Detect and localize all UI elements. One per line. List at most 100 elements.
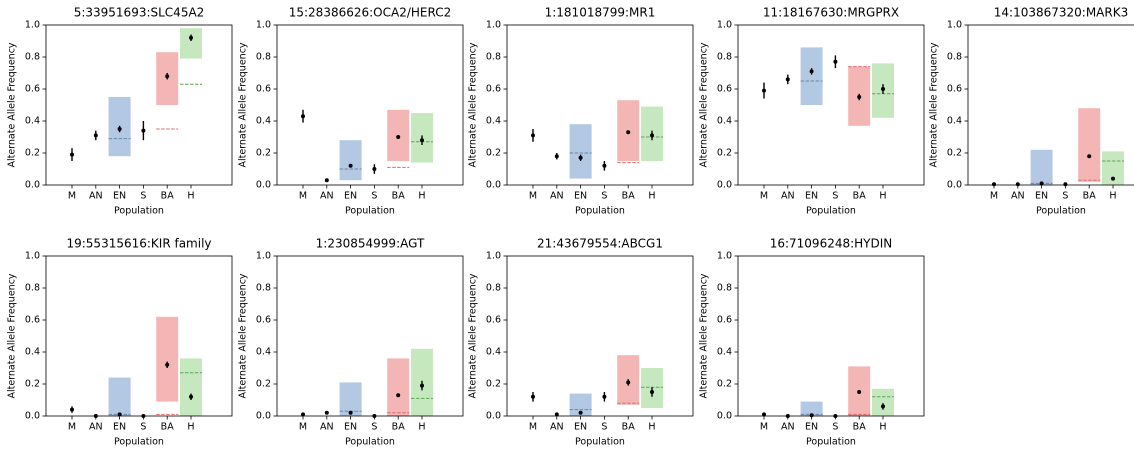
y-tick-label: 1.0 xyxy=(256,20,271,31)
point xyxy=(602,394,607,399)
point xyxy=(762,412,766,417)
point xyxy=(554,412,559,417)
y-tick-label: 0.6 xyxy=(947,84,962,95)
y-tick-label: 0.0 xyxy=(25,180,40,191)
y-tick-label: 1.0 xyxy=(486,251,501,262)
range-box xyxy=(1102,151,1124,185)
y-tick-label: 0.8 xyxy=(25,283,40,294)
y-tick-label: 0.4 xyxy=(25,116,40,127)
y-tick-label: 0.0 xyxy=(486,180,501,191)
point xyxy=(141,128,146,133)
y-tick-label: 0.0 xyxy=(25,411,40,422)
y-tick-label: 1.0 xyxy=(717,251,732,262)
y-tick-label: 0.0 xyxy=(256,180,271,191)
range-box xyxy=(339,140,362,181)
panel: 1:230854999:AGT 0.0 0.2 0.4 0.6 0.8 1.0 M AN EN S B… xyxy=(238,237,464,448)
point xyxy=(857,95,862,99)
point xyxy=(189,35,193,40)
x-axis-label: Population xyxy=(806,206,856,217)
point xyxy=(602,163,607,168)
x-tick-label: S xyxy=(832,191,838,202)
y-axis-label: Alternate Allele Frequency xyxy=(238,273,249,398)
point xyxy=(881,87,885,91)
plot-frame xyxy=(276,255,464,417)
y-tick-label: 1.0 xyxy=(486,20,501,31)
range-box xyxy=(1030,149,1053,185)
range-box xyxy=(800,47,823,105)
x-axis-label: Population xyxy=(345,206,395,217)
point xyxy=(833,59,838,64)
y-tick-label: 1.0 xyxy=(256,251,271,262)
point xyxy=(117,127,122,131)
x-tick-label: H xyxy=(648,422,655,433)
panel: 15:28386626:OCA2/HERC2 0.0 0.2 0.4 0.6 0.8 1.0… xyxy=(238,6,464,217)
y-tick-label: 0.4 xyxy=(256,347,271,358)
x-tick-label: BA xyxy=(853,191,867,202)
y-tick-label: 0.8 xyxy=(717,52,732,63)
range-box xyxy=(800,401,823,416)
range-box xyxy=(1078,108,1101,182)
y-tick-label: 0.4 xyxy=(717,116,732,127)
x-tick-label: BA xyxy=(853,422,867,433)
panel-title: 1:181018799:MR1 xyxy=(545,6,656,20)
x-tick-label: M xyxy=(529,422,537,433)
point xyxy=(762,88,766,93)
y-tick-label: 0.4 xyxy=(947,116,962,127)
x-tick-label: BA xyxy=(392,422,406,433)
x-tick-label: EN xyxy=(113,422,126,433)
x-tick-label: H xyxy=(1109,191,1116,202)
y-tick-label: 0.6 xyxy=(486,84,501,95)
x-tick-label: EN xyxy=(344,191,357,202)
point xyxy=(420,138,424,143)
point xyxy=(396,393,401,398)
point xyxy=(324,178,329,183)
plot-frame xyxy=(45,255,233,417)
x-tick-label: H xyxy=(187,191,194,202)
y-tick-label: 0.2 xyxy=(717,148,732,159)
point xyxy=(70,152,74,157)
panel-title: 16:71096248:HYDIN xyxy=(770,237,893,251)
x-tick-label: H xyxy=(187,422,194,433)
x-axis-label: Population xyxy=(575,206,625,217)
y-tick-label: 0.8 xyxy=(486,283,501,294)
point xyxy=(1039,181,1044,186)
y-axis-label: Alternate Allele Frequency xyxy=(699,42,710,167)
y-tick-label: 0.6 xyxy=(25,84,40,95)
panel-title: 14:103867320:MARK3 xyxy=(994,6,1128,20)
y-tick-label: 0.4 xyxy=(25,347,40,358)
plot-frame xyxy=(506,255,694,417)
x-tick-label: M xyxy=(760,422,768,433)
x-tick-label: M xyxy=(68,422,76,433)
x-tick-label: BA xyxy=(622,191,636,202)
y-tick-label: 0.0 xyxy=(256,411,271,422)
y-tick-label: 0.6 xyxy=(256,84,271,95)
x-tick-label: BA xyxy=(161,422,175,433)
point xyxy=(301,412,305,417)
x-tick-label: M xyxy=(68,191,76,202)
x-tick-label: EN xyxy=(113,191,126,202)
range-box xyxy=(180,28,202,59)
y-tick-label: 0.2 xyxy=(25,148,40,159)
panel: 21:43679554:ABCG1 0.0 0.2 0.4 0.6 0.8 1.0 M AN EN… xyxy=(468,237,694,448)
point xyxy=(348,410,353,415)
x-tick-label: EN xyxy=(1035,191,1048,202)
point xyxy=(1111,176,1115,181)
panel-title: 15:28386626:OCA2/HERC2 xyxy=(289,6,452,20)
y-axis-label: Alternate Allele Frequency xyxy=(7,273,18,398)
range-box xyxy=(156,316,179,402)
x-tick-label: M xyxy=(760,191,768,202)
plot-frame xyxy=(276,24,464,186)
x-tick-label: H xyxy=(418,422,425,433)
y-tick-label: 0.0 xyxy=(486,411,501,422)
y-tick-label: 1.0 xyxy=(947,20,962,31)
y-tick-label: 0.0 xyxy=(717,180,732,191)
point xyxy=(650,133,654,138)
x-tick-label: S xyxy=(601,422,607,433)
y-tick-label: 0.2 xyxy=(947,148,962,159)
panel: 19:55315616:KIR family 0.0 0.2 0.4 0.6 0.8 1.0… xyxy=(7,237,233,448)
point xyxy=(857,390,862,394)
x-tick-label: H xyxy=(879,191,886,202)
x-tick-label: AN xyxy=(781,191,795,202)
y-tick-label: 1.0 xyxy=(25,251,40,262)
x-tick-label: H xyxy=(418,191,425,202)
